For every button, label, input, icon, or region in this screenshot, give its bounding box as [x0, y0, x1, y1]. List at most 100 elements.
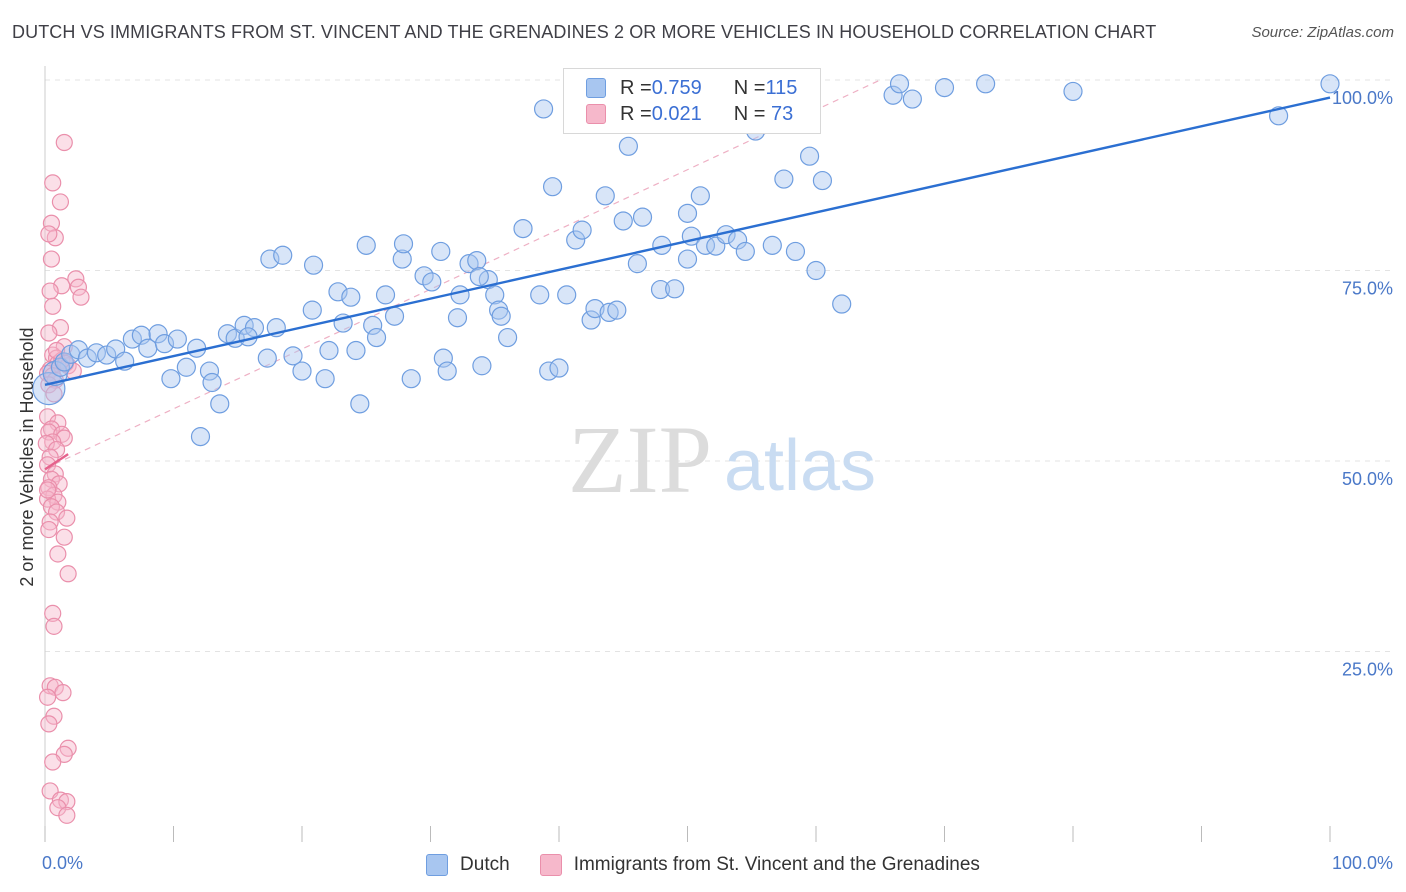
dutch-point: [469, 266, 489, 287]
immigrants-point: [44, 604, 62, 623]
dutch-point: [346, 340, 366, 361]
legend-item-dutch[interactable]: Dutch: [426, 854, 510, 876]
dutch-point: [812, 170, 833, 191]
grid-lines: [45, 79, 1392, 652]
dutch-point: [167, 329, 187, 349]
n-value: 73: [765, 102, 794, 125]
dutch-point: [375, 285, 396, 305]
immigrants-point: [45, 617, 63, 635]
y-tick-label: 50.0%: [1342, 469, 1393, 489]
dutch-point: [450, 285, 470, 305]
dutch-point: [431, 241, 451, 262]
trend-lines: [44, 96, 1331, 471]
immigrants-point: [58, 509, 76, 527]
dutch-point: [599, 302, 619, 323]
dutch-point: [677, 203, 698, 223]
y-axis-label: 2 or more Vehicles in Household: [17, 327, 37, 586]
dutch-point: [585, 299, 605, 319]
dutch-point: [148, 324, 168, 344]
dutch-point: [677, 249, 698, 269]
axes: [44, 66, 1331, 842]
chart-title: DUTCH VS IMMIGRANTS FROM ST. VINCENT AND…: [12, 22, 1157, 42]
dutch-point: [50, 357, 71, 377]
dutch-point: [384, 306, 405, 326]
dutch-point: [549, 358, 569, 378]
immigrants-point: [44, 174, 62, 192]
dutch-point: [774, 169, 794, 189]
dutch-point: [202, 372, 222, 393]
immigrants-trend-line: [44, 453, 69, 471]
dutch-point: [632, 207, 653, 227]
dutch-point: [154, 334, 175, 354]
dutch-point: [401, 369, 421, 389]
dutch-point: [785, 241, 806, 262]
dutch-swatch: [586, 78, 606, 98]
dutch-point: [392, 249, 412, 269]
dutch-point: [690, 186, 710, 206]
series-immigrants-points: [37, 133, 90, 824]
dutch-point: [627, 254, 647, 274]
dutch-point: [572, 220, 592, 240]
dutch-point: [618, 136, 638, 156]
dutch-point: [414, 266, 434, 286]
dutch-point: [77, 348, 98, 368]
dutch-point: [32, 372, 66, 406]
dutch-point: [530, 285, 550, 305]
immigrants-point: [58, 806, 76, 824]
immigrants-point: [38, 688, 57, 706]
legend-item-immigrants[interactable]: Immigrants from St. Vincent and the Gren…: [539, 854, 980, 876]
dutch-point: [542, 177, 563, 197]
correlation-legend: R = 0.759 N = 115 R = 0.021 N = 73: [563, 68, 821, 134]
n-value: 115: [765, 76, 798, 99]
dutch-point: [613, 211, 633, 231]
immigrants-point: [47, 503, 66, 521]
dutch-point: [393, 234, 414, 254]
dutch-point: [260, 249, 280, 269]
dutch-point: [54, 352, 74, 372]
legend-row-immigrants: R = 0.021 N = 73: [586, 101, 793, 127]
y-tick-label: 100.0%: [1332, 88, 1393, 108]
dutch-point: [513, 218, 533, 239]
dutch-point: [566, 230, 586, 250]
dutch-point: [976, 74, 996, 94]
immigrants-point: [69, 278, 88, 296]
dutch-point: [303, 255, 324, 275]
n-label: N =: [733, 76, 766, 99]
dutch-trend-line: [44, 96, 1331, 386]
dutch-point: [650, 279, 671, 300]
immigrants-point: [40, 225, 58, 243]
x-tick-label: 0.0%: [42, 853, 83, 873]
dutch-point: [472, 356, 492, 376]
immigrants-point: [41, 282, 59, 300]
dutch-point: [1320, 74, 1340, 94]
dutch-point: [350, 394, 370, 414]
dutch-point: [498, 327, 518, 348]
dutch-point: [363, 315, 383, 335]
legend-label-dutch: Dutch: [460, 854, 510, 875]
immigrants-point: [40, 520, 58, 539]
dutch-point: [356, 235, 376, 255]
dutch-point: [366, 327, 387, 348]
dutch-point: [210, 394, 230, 414]
immigrants-point: [44, 753, 62, 771]
r-value: 0.759: [651, 76, 702, 99]
dutch-point: [832, 294, 852, 314]
dutch-point: [437, 361, 457, 381]
dutch-point: [283, 346, 303, 366]
dutch-point: [934, 78, 955, 98]
immigrants-point: [51, 193, 70, 211]
dutch-point: [341, 287, 361, 307]
immigrants-point: [44, 297, 62, 315]
dutch-point: [607, 300, 627, 320]
dutch-point: [595, 186, 615, 206]
immigrants-point: [72, 288, 90, 306]
immigrants-point: [40, 715, 58, 733]
immigrants-point: [55, 528, 73, 546]
dutch-point: [187, 338, 207, 358]
y-tick-label: 75.0%: [1342, 279, 1393, 299]
dutch-point: [176, 357, 196, 377]
dutch-point: [806, 260, 826, 281]
dutch-point: [1063, 81, 1083, 102]
immigrants-swatch: [539, 854, 562, 876]
immigrants-point: [38, 481, 57, 499]
